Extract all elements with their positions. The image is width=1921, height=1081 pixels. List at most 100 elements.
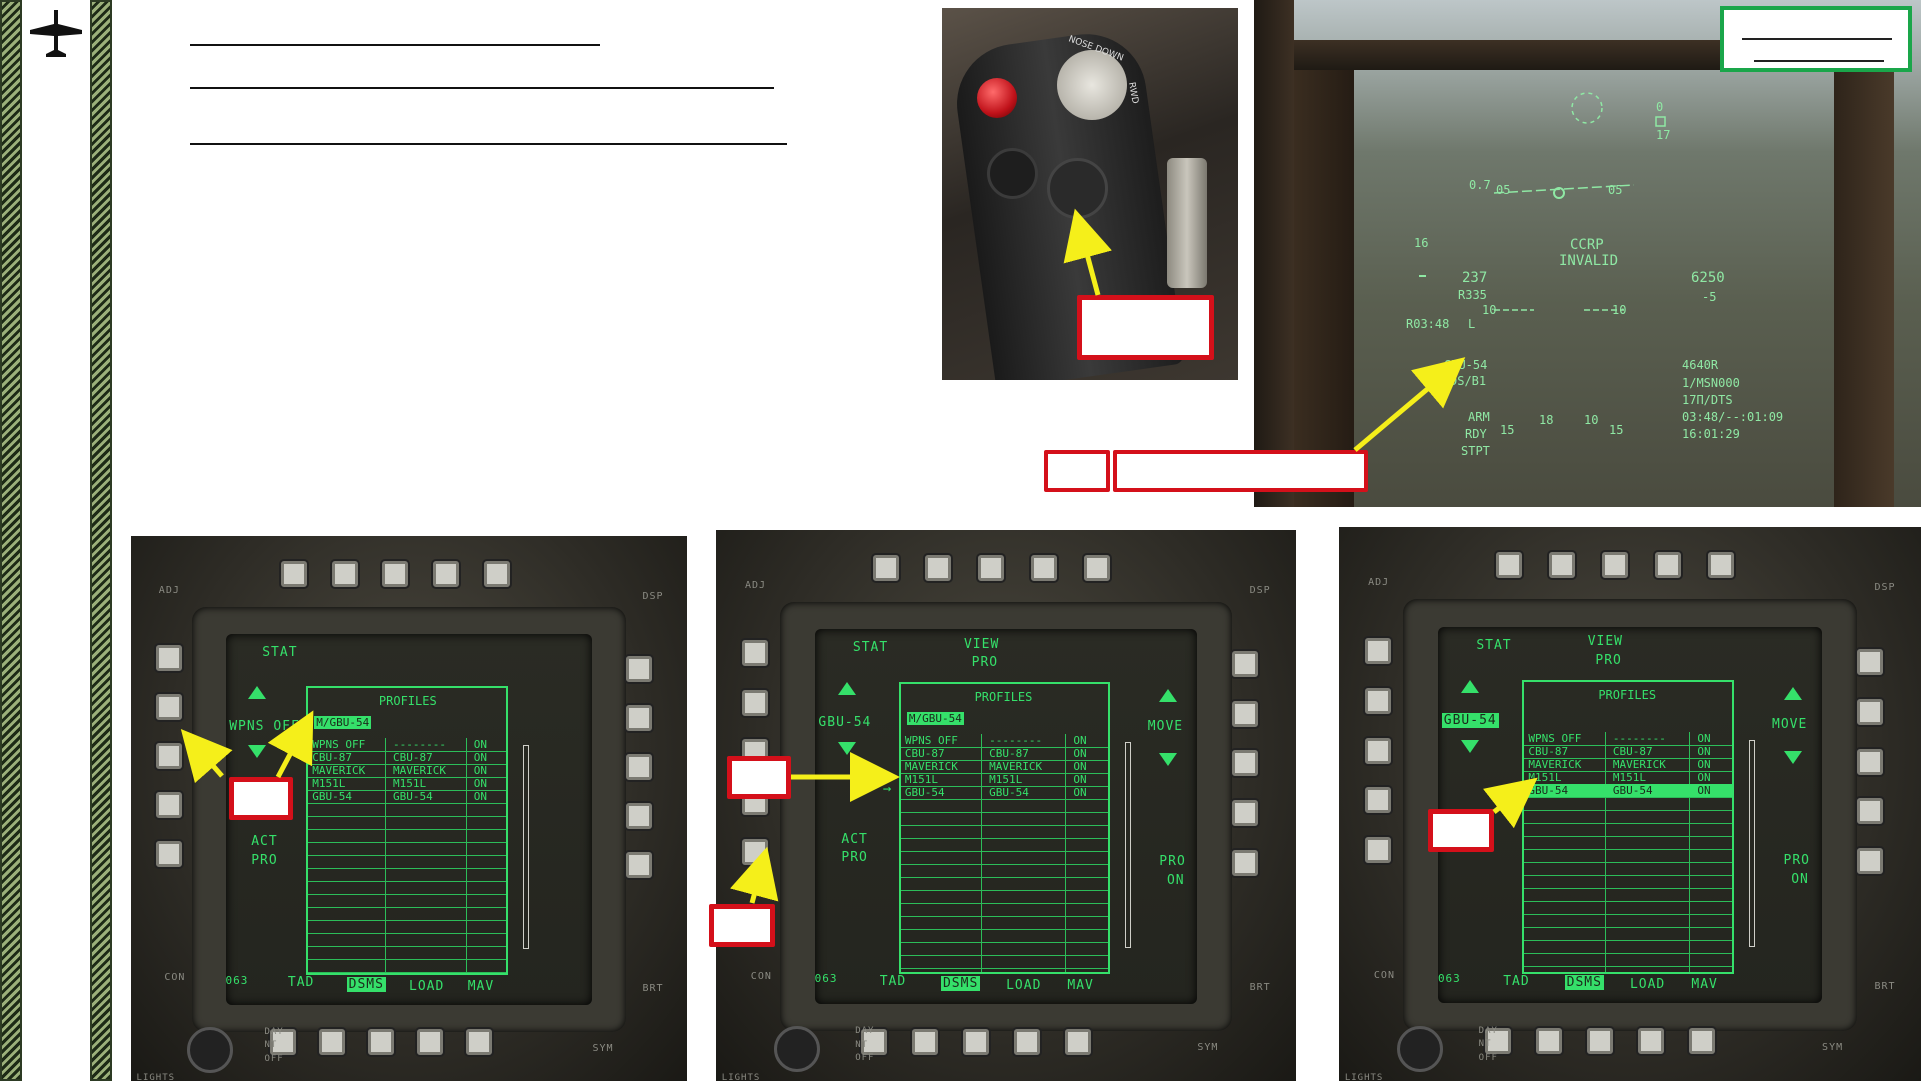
dsp-rocker[interactable]: DSP bbox=[1874, 582, 1896, 594]
nt-switch-label[interactable]: NT bbox=[264, 1040, 278, 1051]
osb-left-1[interactable] bbox=[742, 640, 769, 667]
osb-left-2[interactable] bbox=[742, 689, 769, 716]
profile-row[interactable] bbox=[900, 760, 1108, 774]
brt-rocker[interactable]: BRT bbox=[642, 982, 664, 994]
osb-top-1[interactable] bbox=[281, 560, 308, 587]
brightness-knob[interactable] bbox=[1397, 1025, 1444, 1072]
osb-top-5[interactable] bbox=[1083, 554, 1110, 581]
profile-highlight[interactable]: M/GBU-54 bbox=[314, 716, 372, 730]
osb-bottom-3[interactable] bbox=[367, 1029, 394, 1056]
osb-right-1[interactable] bbox=[1856, 648, 1883, 675]
profile-row[interactable] bbox=[900, 734, 1108, 748]
osb-right-5[interactable] bbox=[1856, 848, 1883, 875]
list-scrollbar[interactable] bbox=[522, 745, 529, 950]
osb-right-2[interactable] bbox=[625, 704, 652, 731]
osb-bottom-2[interactable] bbox=[1535, 1028, 1562, 1055]
scroll-up-arrow[interactable] bbox=[247, 686, 266, 700]
osb-top-4[interactable] bbox=[1655, 551, 1682, 578]
osb-right-2[interactable] bbox=[1856, 698, 1883, 725]
osb-left-3[interactable] bbox=[156, 743, 183, 770]
lights-label[interactable]: LIGHTS bbox=[721, 1072, 761, 1081]
profile-row[interactable] bbox=[900, 786, 1108, 800]
lights-label[interactable]: LIGHTS bbox=[136, 1072, 176, 1081]
osb-bottom-3[interactable] bbox=[1586, 1028, 1613, 1055]
osb-bottom-5[interactable] bbox=[1065, 1028, 1092, 1055]
osb-top-5[interactable] bbox=[1707, 551, 1734, 578]
move-up-arrow[interactable] bbox=[1783, 687, 1802, 701]
day-switch-label[interactable]: DAY bbox=[855, 1025, 875, 1036]
move-down-arrow[interactable] bbox=[1783, 751, 1802, 765]
osb-left-4[interactable] bbox=[156, 792, 183, 819]
osb-right-4[interactable] bbox=[1856, 798, 1883, 825]
osb-left-2[interactable] bbox=[1365, 687, 1392, 714]
off-switch-label[interactable]: OFF bbox=[855, 1053, 875, 1064]
osb-top-3[interactable] bbox=[1602, 551, 1629, 578]
profile-row[interactable] bbox=[308, 764, 507, 779]
osb-left-5[interactable] bbox=[156, 841, 183, 868]
adj-rocker[interactable]: ADJ bbox=[1368, 576, 1390, 588]
osb-top-3[interactable] bbox=[382, 560, 409, 587]
profile-row[interactable] bbox=[308, 790, 507, 805]
osb-bottom-5[interactable] bbox=[465, 1029, 492, 1056]
osb-top-2[interactable] bbox=[331, 560, 358, 587]
nt-switch-label[interactable]: NT bbox=[855, 1039, 869, 1050]
lights-label[interactable]: LIGHTS bbox=[1344, 1072, 1384, 1081]
osb-right-5[interactable] bbox=[1232, 849, 1259, 876]
day-switch-label[interactable]: DAY bbox=[1478, 1025, 1498, 1036]
osb-bottom-4[interactable] bbox=[1014, 1028, 1041, 1055]
osb-bottom-2[interactable] bbox=[318, 1029, 345, 1056]
scroll-up-arrow[interactable] bbox=[837, 681, 856, 695]
profile-row[interactable] bbox=[308, 738, 507, 753]
off-switch-label[interactable]: OFF bbox=[1478, 1053, 1498, 1064]
brightness-knob[interactable] bbox=[774, 1025, 820, 1072]
osb-bottom-1[interactable] bbox=[1484, 1028, 1511, 1055]
move-up-arrow[interactable] bbox=[1159, 689, 1178, 703]
osb-left-5[interactable] bbox=[1365, 837, 1392, 864]
profile-row[interactable] bbox=[1524, 732, 1732, 746]
profile-row[interactable] bbox=[900, 747, 1108, 761]
osb-bottom-5[interactable] bbox=[1689, 1028, 1716, 1055]
osb-bottom-4[interactable] bbox=[1638, 1028, 1665, 1055]
sym-rocker[interactable]: SYM bbox=[592, 1042, 614, 1054]
osb-left-2[interactable] bbox=[156, 694, 183, 721]
dsp-rocker[interactable]: DSP bbox=[642, 590, 664, 602]
move-down-arrow[interactable] bbox=[1159, 752, 1178, 766]
profile-row[interactable] bbox=[1524, 745, 1732, 759]
osb-right-4[interactable] bbox=[1232, 799, 1259, 826]
scroll-down-arrow[interactable] bbox=[247, 745, 266, 759]
sym-rocker[interactable]: SYM bbox=[1197, 1042, 1219, 1054]
con-rocker[interactable]: CON bbox=[164, 972, 186, 983]
off-switch-label[interactable]: OFF bbox=[264, 1053, 284, 1064]
osb-bottom-1[interactable] bbox=[270, 1029, 296, 1056]
osb-left-1[interactable] bbox=[1365, 637, 1392, 664]
profile-row[interactable] bbox=[900, 773, 1108, 787]
osb-top-4[interactable] bbox=[1030, 554, 1057, 581]
nt-switch-label[interactable]: NT bbox=[1478, 1039, 1492, 1050]
profile-highlight[interactable]: M/GBU-54 bbox=[906, 711, 964, 725]
osb-right-1[interactable] bbox=[625, 655, 652, 682]
profile-row[interactable] bbox=[308, 751, 507, 766]
list-scrollbar[interactable] bbox=[1748, 739, 1755, 948]
osb-right-4[interactable] bbox=[625, 803, 652, 830]
osb-left-1[interactable] bbox=[156, 645, 183, 671]
osb-top-2[interactable] bbox=[1549, 551, 1576, 578]
osb-bottom-1[interactable] bbox=[861, 1028, 887, 1055]
brt-rocker[interactable]: BRT bbox=[1874, 981, 1896, 993]
osb-top-4[interactable] bbox=[432, 560, 459, 587]
profile-row[interactable] bbox=[1524, 758, 1732, 772]
scroll-down-arrow[interactable] bbox=[837, 741, 856, 755]
osb-top-2[interactable] bbox=[925, 554, 952, 581]
osb-right-2[interactable] bbox=[1232, 700, 1259, 727]
list-scrollbar[interactable] bbox=[1124, 741, 1131, 948]
osb-right-3[interactable] bbox=[625, 754, 652, 780]
sym-rocker[interactable]: SYM bbox=[1822, 1042, 1844, 1054]
day-switch-label[interactable]: DAY bbox=[264, 1026, 284, 1037]
osb-top-3[interactable] bbox=[978, 554, 1005, 581]
dsp-rocker[interactable]: DSP bbox=[1249, 585, 1271, 597]
osb-top-1[interactable] bbox=[1496, 551, 1523, 578]
osb-right-3[interactable] bbox=[1856, 748, 1883, 775]
osb-bottom-4[interactable] bbox=[416, 1029, 443, 1056]
osb-left-4[interactable] bbox=[1365, 787, 1392, 814]
scroll-up-arrow[interactable] bbox=[1460, 679, 1479, 693]
adj-rocker[interactable]: ADJ bbox=[158, 585, 180, 597]
